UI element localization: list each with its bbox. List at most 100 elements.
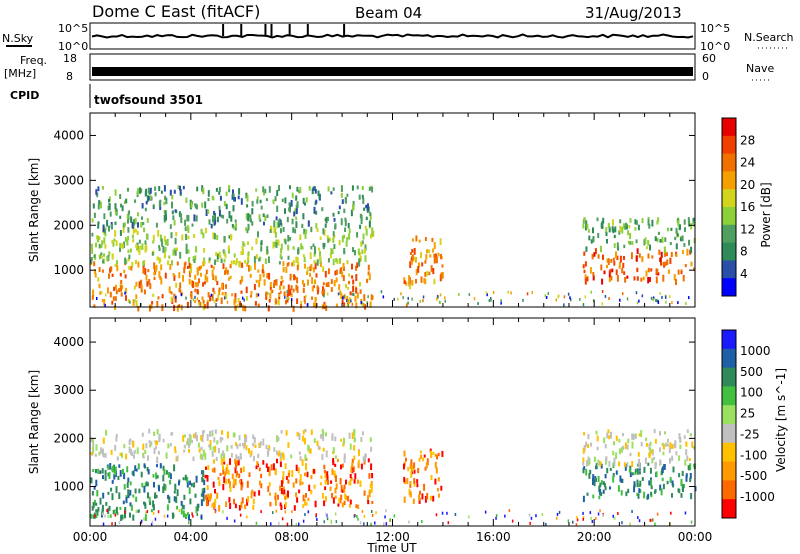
- data-cell: [370, 294, 373, 301]
- data-cell: [200, 446, 203, 451]
- data-cell: [650, 485, 653, 490]
- data-cell: [134, 465, 137, 472]
- data-cell: [135, 468, 138, 472]
- data-cell: [109, 291, 112, 298]
- data-cell: [664, 261, 667, 267]
- data-cell: [176, 505, 179, 510]
- data-cell: [238, 435, 241, 441]
- data-cell: [350, 477, 353, 481]
- data-cell: [337, 503, 340, 507]
- data-cell: [290, 200, 293, 207]
- region-1: [204, 457, 374, 512]
- data-cell: [255, 521, 258, 525]
- data-cell: [149, 500, 152, 506]
- data-cell: [125, 198, 128, 204]
- data-cell: [669, 295, 671, 299]
- data-cell: [672, 483, 675, 488]
- data-cell: [164, 486, 167, 491]
- data-cell: [409, 481, 412, 485]
- data-cell: [121, 514, 124, 520]
- data-cell: [597, 476, 600, 482]
- data-cell: [203, 248, 206, 253]
- data-cell: [144, 240, 147, 245]
- data-cell: [175, 231, 178, 237]
- data-cell: [669, 257, 672, 265]
- data-cell: [684, 227, 686, 232]
- data-cell: [647, 493, 650, 499]
- data-cell: [592, 237, 595, 243]
- data-cell: [211, 294, 214, 301]
- data-cell: [225, 284, 227, 289]
- data-cell: [663, 246, 666, 254]
- data-cell: [165, 452, 168, 459]
- data-cell: [128, 439, 131, 446]
- data-cell: [132, 221, 135, 226]
- data-cell: [675, 253, 678, 257]
- data-cell: [186, 214, 189, 222]
- data-cell: [656, 268, 659, 274]
- data-cell: [249, 214, 252, 221]
- data-cell: [319, 251, 321, 257]
- data-cell: [511, 519, 514, 523]
- data-cell: [360, 463, 363, 470]
- data-cell: [212, 216, 215, 221]
- data-cell: [508, 509, 511, 513]
- data-cell: [335, 258, 338, 263]
- data-cell: [360, 218, 363, 225]
- data-cell: [311, 286, 314, 292]
- data-cell: [193, 482, 196, 488]
- data-cell: [434, 461, 437, 469]
- data-cell: [307, 497, 310, 502]
- data-cell: [144, 503, 147, 509]
- data-cell: [436, 297, 438, 301]
- data-cell: [163, 468, 166, 476]
- data-cell: [262, 186, 265, 193]
- data-cell: [212, 266, 215, 270]
- data-cell: [249, 265, 252, 271]
- data-cell: [128, 210, 131, 215]
- data-cell: [323, 242, 326, 248]
- data-cell: [339, 257, 341, 264]
- data-cell: [104, 232, 107, 237]
- data-cell: [195, 506, 198, 514]
- freq-trace: [92, 67, 693, 76]
- data-cell: [656, 220, 659, 225]
- data-cell: [103, 237, 106, 244]
- data-cell: [98, 243, 101, 249]
- data-cell: [227, 469, 230, 475]
- data-cell: [296, 298, 299, 304]
- data-cell: [299, 456, 302, 461]
- data-cell: [637, 452, 640, 457]
- data-cell: [416, 483, 419, 488]
- data-cell: [128, 446, 131, 453]
- data-cell: [634, 468, 637, 473]
- data-cell: [632, 433, 635, 441]
- data-cell: [653, 456, 655, 461]
- data-cell: [171, 432, 174, 436]
- data-cell: [92, 446, 95, 454]
- data-cell: [237, 303, 239, 307]
- data-cell: [310, 226, 313, 233]
- data-cell: [441, 271, 444, 279]
- data-cell: [234, 478, 237, 486]
- data-cell: [200, 435, 203, 441]
- data-cell: [173, 304, 176, 312]
- data-cell: [408, 520, 410, 524]
- data-cell: [314, 296, 317, 303]
- data-cell: [604, 294, 607, 298]
- data-cell: [426, 270, 429, 277]
- data-cell: [237, 456, 240, 461]
- data-cell: [183, 449, 186, 453]
- data-cell: [204, 304, 206, 309]
- data-cell: [280, 281, 283, 286]
- data-cell: [607, 222, 610, 229]
- data-cell: [339, 478, 342, 485]
- data-cell: [282, 227, 285, 232]
- data-cell: [177, 185, 180, 190]
- data-cell: [264, 188, 267, 194]
- data-cell: [654, 461, 657, 467]
- data-cell: [326, 235, 329, 239]
- data-cell: [683, 435, 686, 439]
- data-cell: [220, 214, 223, 218]
